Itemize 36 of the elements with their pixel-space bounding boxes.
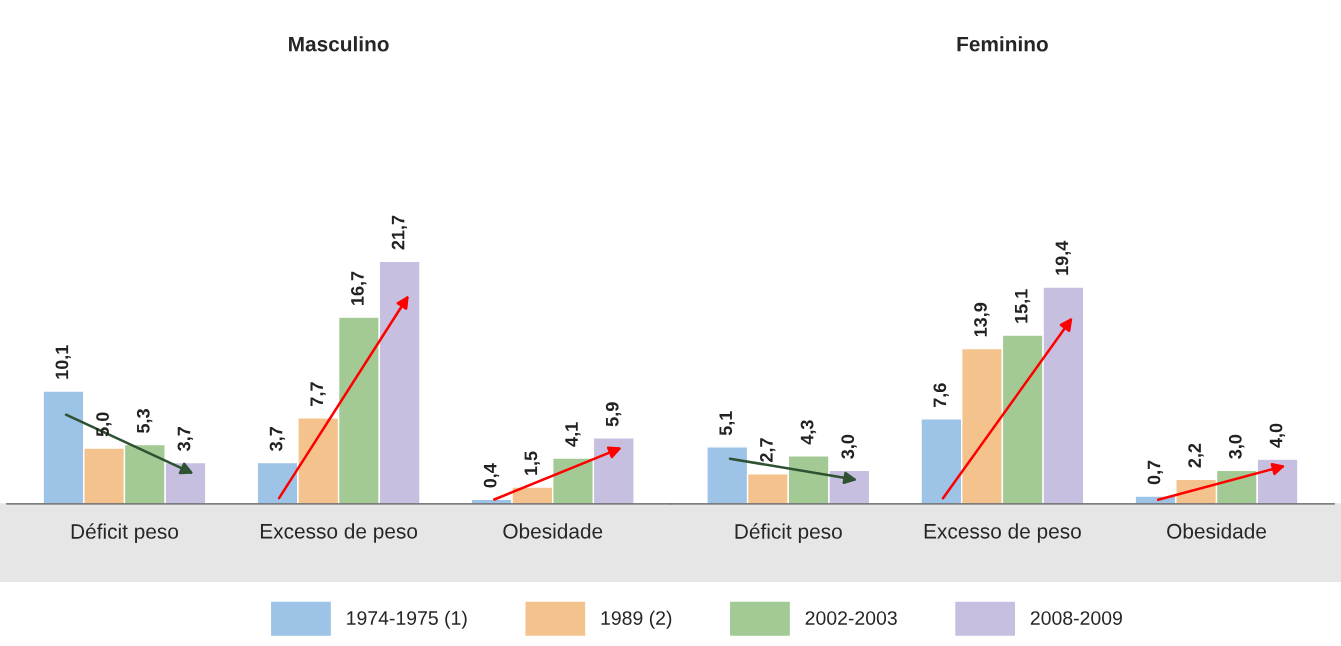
data-label: 0,4 — [483, 463, 500, 488]
data-label: 3,7 — [177, 427, 193, 451]
x-tick-label: Obesidade — [503, 523, 603, 539]
data-label: 5,0 — [96, 412, 112, 437]
legend-label: 2002-2003 — [805, 611, 897, 625]
data-label: 3,0 — [1228, 434, 1245, 459]
data-label: 4,3 — [800, 420, 817, 445]
data-label: 15,1 — [1014, 289, 1031, 323]
data-label: 3,0 — [841, 434, 857, 459]
legend-label: 2008-2009 — [1030, 611, 1122, 625]
data-label: 4,1 — [565, 422, 581, 447]
data-label: 21,7 — [391, 215, 408, 250]
data-label: 10,1 — [55, 345, 71, 379]
x-tick-label: Excesso de peso — [260, 523, 418, 543]
chart-title: Masculino — [289, 36, 389, 52]
data-label: 19,4 — [1055, 240, 1071, 275]
legend-label: 1989 (2) — [601, 610, 672, 629]
data-label: 5,9 — [605, 402, 622, 427]
data-label: 2,2 — [1188, 443, 1204, 468]
chart-title: Feminino — [957, 36, 1048, 52]
data-label: 3,7 — [269, 427, 286, 451]
data-label: 7,7 — [310, 382, 326, 406]
x-tick-label: Excesso de peso — [924, 523, 1081, 543]
data-label: 13,9 — [974, 302, 990, 337]
data-label: 1,5 — [524, 451, 540, 475]
x-tick-label: Déficit peso — [735, 523, 842, 543]
data-label: 4,0 — [1269, 423, 1286, 448]
data-label: 5,1 — [719, 411, 735, 436]
x-tick-label: Déficit peso — [71, 523, 179, 543]
data-label: 2,7 — [759, 438, 776, 462]
data-label: 16,7 — [351, 271, 367, 305]
data-label: 0,7 — [1147, 460, 1163, 485]
data-label: 7,6 — [933, 383, 949, 408]
x-tick-label: Obesidade — [1167, 523, 1266, 539]
legend-label: 1974-1975 (1) — [347, 610, 467, 629]
data-label: 5,3 — [136, 409, 153, 433]
